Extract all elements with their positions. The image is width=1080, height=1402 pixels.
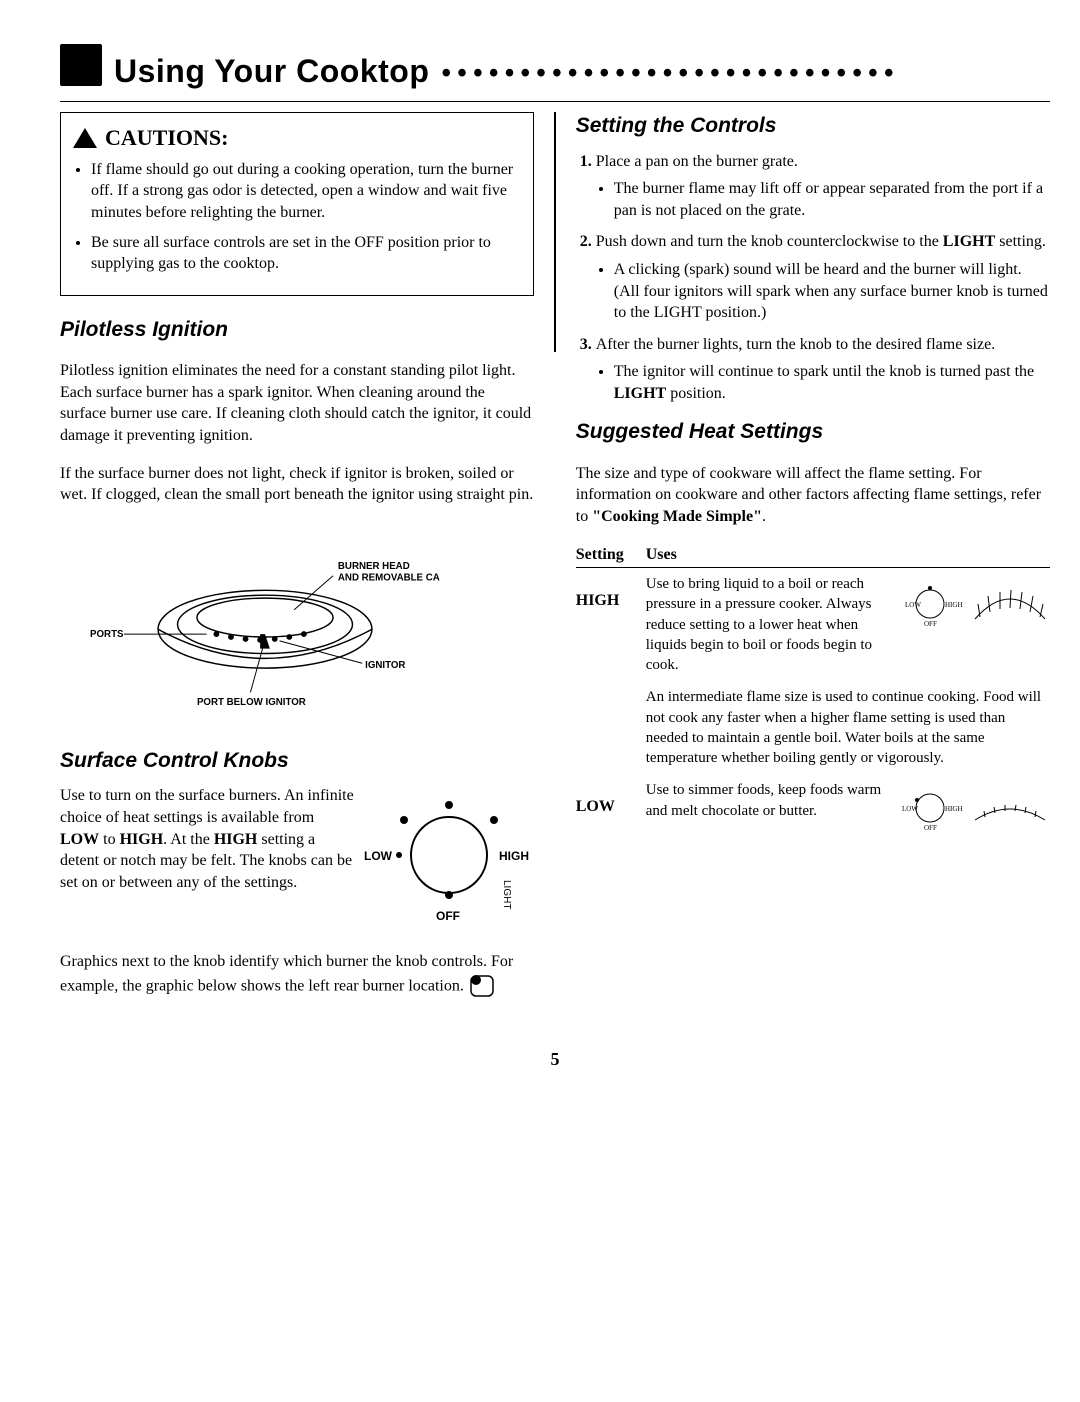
high-flame-icon: LOW HIGH OFF (900, 574, 1050, 634)
setting-uses: An intermediate flame size is used to co… (646, 687, 1050, 768)
manual-icon (60, 44, 102, 86)
step-sub-item: The burner flame may lift off or appear … (614, 178, 1050, 221)
setting-label (576, 687, 636, 703)
low-flame-icon: LOW HIGH OFF (900, 780, 1050, 835)
pilotless-heading: Pilotless Ignition (60, 316, 534, 344)
diagram-label-ignitor: IGNITOR (365, 660, 405, 671)
caution-item: Be sure all surface controls are set in … (91, 232, 521, 275)
svg-text:AND REMOVABLE CAP: AND REMOVABLE CAP (338, 572, 440, 583)
step-item: Place a pan on the burner grate. The bur… (596, 151, 1050, 222)
settings-head: Setting Uses (576, 544, 1050, 569)
title-dots: ••••••••••••••••••••••••••••• (441, 55, 1050, 93)
content-columns: CAUTIONS: If flame should go out during … (60, 112, 1050, 1017)
right-column: Setting the Controls Place a pan on the … (576, 112, 1050, 1017)
step-item: After the burner lights, turn the knob t… (596, 334, 1050, 405)
setting-label: HIGH (576, 574, 636, 612)
settings-row: An intermediate flame size is used to co… (576, 687, 1050, 768)
controls-steps: Place a pan on the burner grate. The bur… (576, 151, 1050, 405)
pilotless-paragraph: Pilotless ignition eliminates the need f… (60, 360, 534, 446)
setting-sketch: LOW HIGH OFF (900, 780, 1050, 842)
page-title-row: Using Your Cooktop •••••••••••••••••••••… (60, 40, 1050, 93)
burner-location-icon (468, 973, 498, 1001)
caution-list: If flame should go out during a cooking … (73, 159, 521, 275)
settings-table: Setting Uses HIGH Use to bring liquid to… (576, 544, 1050, 842)
controls-heading: Setting the Controls (576, 112, 1050, 140)
step-item: Push down and turn the knob counterclock… (596, 231, 1050, 323)
warning-triangle-icon (73, 128, 97, 148)
page-number: 5 (60, 1047, 1050, 1071)
title-rule (60, 101, 1050, 102)
svg-text:HIGH: HIGH (945, 805, 963, 813)
step-sub-item: A clicking (spark) sound will be heard a… (614, 259, 1050, 324)
svg-text:HIGH: HIGH (945, 601, 963, 609)
knob-label-off: OFF (436, 909, 460, 923)
diagram-label-burner-head: BURNER HEAD (338, 561, 410, 572)
setting-uses: Use to simmer foods, keep foods warm and… (646, 780, 890, 821)
th-uses: Uses (646, 544, 677, 566)
column-divider (554, 112, 556, 352)
caution-heading-row: CAUTIONS: (73, 123, 521, 153)
svg-text:OFF: OFF (924, 620, 937, 628)
knob-label-high: HIGH (499, 849, 529, 863)
setting-uses: Use to bring liquid to a boil or reach p… (646, 574, 890, 675)
th-setting: Setting (576, 544, 646, 566)
caution-box: CAUTIONS: If flame should go out during … (60, 112, 534, 296)
caution-item: If flame should go out during a cooking … (91, 159, 521, 224)
settings-row: LOW Use to simmer foods, keep foods warm… (576, 780, 1050, 842)
heat-heading: Suggested Heat Settings (576, 418, 1050, 446)
diagram-label-port-below: PORT BELOW IGNITOR (197, 697, 306, 708)
settings-row: HIGH Use to bring liquid to a boil or re… (576, 574, 1050, 675)
caution-heading: CAUTIONS: (105, 123, 228, 153)
setting-label: LOW (576, 780, 636, 818)
burner-diagram: BURNER HEAD AND REMOVABLE CAP PORTS IGNI… (90, 532, 440, 717)
heat-intro: The size and type of cookware will affec… (576, 463, 1050, 528)
knobs-heading: Surface Control Knobs (60, 747, 534, 775)
step-sub-item: The ignitor will continue to spark until… (614, 361, 1050, 404)
svg-text:OFF: OFF (924, 824, 937, 832)
svg-text:LOW: LOW (902, 805, 918, 813)
knob-diagram: LOW HIGH OFF LIGHT (364, 785, 534, 935)
knob-label-light: LIGHT (501, 880, 512, 909)
knob-paragraph: Use to turn on the surface burners. An i… (60, 785, 354, 893)
knob-label-low: LOW (364, 849, 393, 863)
knob-row: Use to turn on the surface burners. An i… (60, 785, 534, 935)
page-title: Using Your Cooktop (114, 50, 429, 93)
diagram-label-ports: PORTS (90, 629, 124, 640)
left-column: CAUTIONS: If flame should go out during … (60, 112, 534, 1017)
pilotless-paragraph: If the surface burner does not light, ch… (60, 463, 534, 506)
knob-graphic-paragraph: Graphics next to the knob identify which… (60, 951, 534, 1001)
setting-sketch: LOW HIGH OFF (900, 574, 1050, 641)
svg-text:LOW: LOW (905, 601, 921, 609)
